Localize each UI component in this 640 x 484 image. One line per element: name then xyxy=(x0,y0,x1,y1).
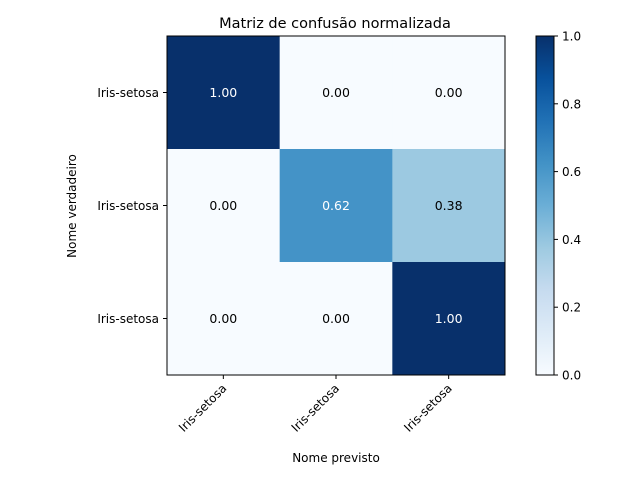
colorbar-tick-label: 0.8 xyxy=(562,97,581,111)
heatmap-cells xyxy=(167,36,506,376)
heatmap-cell xyxy=(392,36,506,150)
x-tick-label: Iris-setosa xyxy=(401,381,455,435)
colorbar-tick-label: 0.6 xyxy=(562,165,581,179)
heatmap-cell xyxy=(279,149,393,263)
heatmap-cell-label: 0.62 xyxy=(322,198,350,213)
heatmap-cell xyxy=(167,149,281,263)
x-tick-label: Iris-setosa xyxy=(176,381,230,435)
heatmap-cell xyxy=(392,149,506,263)
heatmap-cell-label: 0.00 xyxy=(209,198,237,213)
heatmap-cell-label: 0.00 xyxy=(322,85,350,100)
chart-title: Matriz de confusão normalizada xyxy=(219,16,451,32)
colorbar-tick-label: 0.4 xyxy=(562,233,581,247)
heatmap-cell-label: 0.00 xyxy=(322,311,350,326)
y-tick-label: Iris-setosa xyxy=(97,86,159,100)
x-axis-ticks: Iris-setosa Iris-setosa Iris-setosa xyxy=(176,375,455,435)
heatmap-cell-label: 1.00 xyxy=(435,311,463,326)
y-axis-label: Nome verdadeiro xyxy=(65,154,79,258)
heatmap-cell xyxy=(167,36,281,150)
x-axis-label: Nome previsto xyxy=(292,451,380,465)
y-axis-ticks: Iris-setosa Iris-setosa Iris-setosa xyxy=(97,86,167,326)
heatmap-cell xyxy=(279,262,393,376)
heatmap-cell-labels: 1.00 0.00 0.00 0.00 0.62 0.38 0.00 0.00 1.00 xyxy=(209,85,462,326)
heatmap-cell-label: 1.00 xyxy=(209,85,237,100)
y-tick-label: Iris-setosa xyxy=(97,312,159,326)
heatmap-cell xyxy=(392,262,506,376)
y-tick-label: Iris-setosa xyxy=(97,199,159,213)
heatmap-cell xyxy=(279,36,393,150)
colorbar-tick-label: 0.2 xyxy=(562,301,581,315)
heatmap-cell-label: 0.00 xyxy=(209,311,237,326)
colorbar-tick-label: 0.0 xyxy=(562,369,581,383)
colorbar-ticks: 0.0 0.2 0.4 0.6 0.8 1.0 xyxy=(554,30,581,383)
colorbar xyxy=(535,35,555,376)
heatmap-cell xyxy=(167,262,281,376)
colorbar-tick-label: 1.0 xyxy=(562,30,581,44)
x-tick-label: Iris-setosa xyxy=(289,381,343,435)
heatmap-cell-label: 0.38 xyxy=(435,198,463,213)
heatmap-cell-label: 0.00 xyxy=(435,85,463,100)
